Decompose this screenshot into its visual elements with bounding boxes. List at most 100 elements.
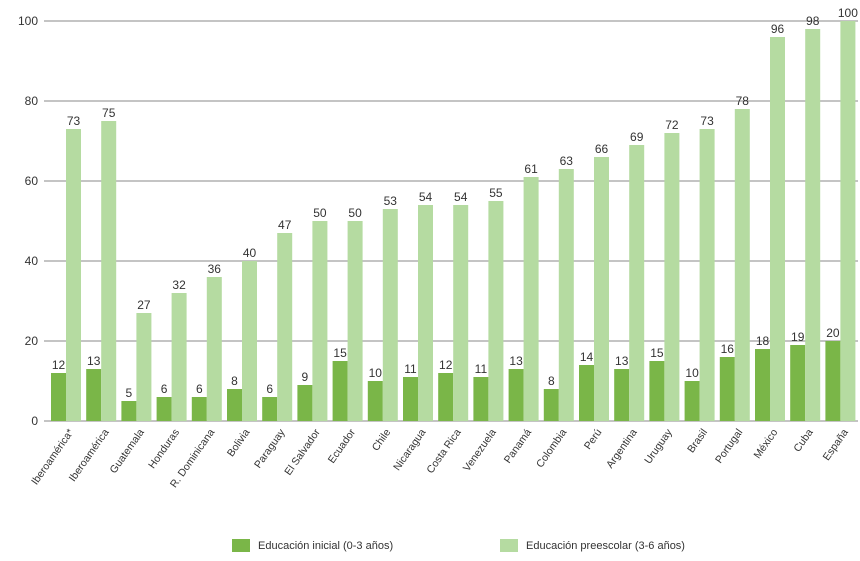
category-label: Guatemala	[108, 427, 147, 476]
bar-inicial	[473, 377, 489, 421]
data-label: 54	[454, 190, 468, 204]
bar-inicial	[614, 369, 630, 421]
category-label: Honduras	[146, 427, 182, 471]
category-label: Bolivia	[225, 427, 253, 459]
y-tick-label: 0	[31, 414, 38, 428]
data-labels: 1273137552763263684064795015501053115412…	[52, 6, 858, 400]
bar-inicial	[51, 373, 66, 421]
bar-preescolar	[699, 129, 715, 421]
bar-inicial	[438, 373, 454, 421]
bar-preescolar	[101, 121, 117, 421]
data-label: 66	[595, 142, 609, 156]
bar-preescolar	[734, 109, 750, 421]
legend-item-preescolar: Educación preescolar (3-6 años)	[500, 539, 685, 552]
bar-preescolar	[558, 169, 574, 421]
data-label: 11	[475, 362, 488, 376]
data-label: 5	[126, 386, 133, 400]
y-tick-label: 40	[25, 254, 39, 268]
data-label: 8	[548, 374, 555, 388]
data-label: 19	[791, 330, 805, 344]
bar-preescolar	[629, 145, 645, 421]
bar-inicial	[790, 345, 806, 421]
category-label: México	[752, 427, 781, 461]
category-label: Uruguay	[642, 426, 675, 466]
data-label: 12	[52, 358, 66, 372]
data-label: 15	[333, 346, 347, 360]
data-label: 12	[439, 358, 453, 372]
bar-preescolar	[840, 21, 856, 421]
bar-inicial	[755, 349, 770, 421]
category-label: Cuba	[791, 427, 815, 455]
bar-inicial	[86, 369, 102, 421]
data-label: 14	[580, 350, 594, 364]
bar-preescolar	[453, 205, 469, 421]
category-label: Chile	[370, 427, 394, 454]
bar-inicial	[332, 361, 348, 421]
data-label: 15	[650, 346, 664, 360]
bar-inicial	[684, 381, 700, 421]
data-label: 96	[771, 22, 785, 36]
y-tick-label: 100	[18, 14, 38, 28]
category-label: El Salvador	[282, 426, 323, 477]
data-label: 27	[137, 298, 151, 312]
data-label: 63	[560, 154, 574, 168]
data-label: 98	[806, 14, 820, 28]
data-label: 6	[266, 382, 273, 396]
category-label: Argentina	[604, 427, 640, 471]
category-label: Nicaragua	[391, 427, 428, 473]
data-label: 18	[756, 334, 770, 348]
bar-inicial	[297, 385, 313, 421]
data-label: 13	[87, 354, 101, 368]
category-label: Ecuador	[326, 426, 359, 465]
data-label: 13	[615, 354, 629, 368]
category-label: Costa Rica	[424, 427, 463, 476]
bar-preescolar	[312, 221, 328, 421]
data-label: 32	[172, 278, 186, 292]
data-label: 40	[243, 246, 257, 260]
data-label: 75	[102, 106, 116, 120]
bars	[51, 21, 856, 421]
bar-inicial	[227, 389, 242, 421]
data-label: 73	[67, 114, 81, 128]
data-label: 9	[302, 370, 309, 384]
data-label: 10	[685, 366, 699, 380]
data-label: 54	[419, 190, 433, 204]
bar-preescolar	[770, 37, 785, 421]
legend-label-preescolar: Educación preescolar (3-6 años)	[526, 539, 685, 552]
category-label: Venezuela	[461, 427, 499, 474]
data-label: 100	[838, 6, 858, 20]
data-label: 20	[826, 326, 840, 340]
data-label: 13	[509, 354, 523, 368]
data-label: 50	[313, 206, 327, 220]
bar-inicial	[649, 361, 665, 421]
bar-inicial	[403, 377, 418, 421]
bar-preescolar	[242, 261, 257, 421]
category-label: Perú	[582, 427, 605, 452]
bar-inicial	[508, 369, 524, 421]
bar-inicial	[825, 341, 841, 421]
legend-label-inicial: Educación inicial (0-3 años)	[258, 539, 394, 552]
category-label: Colombia	[534, 427, 569, 470]
bar-preescolar	[418, 205, 433, 421]
data-label: 78	[736, 94, 750, 108]
data-label: 55	[489, 186, 503, 200]
data-label: 11	[404, 362, 417, 376]
bar-preescolar	[171, 293, 187, 421]
legend-swatch-inicial	[232, 539, 250, 552]
y-tick-label: 20	[25, 334, 39, 348]
bar-preescolar	[805, 29, 821, 421]
data-label: 6	[196, 382, 203, 396]
y-tick-label: 80	[25, 94, 39, 108]
bar-inicial	[719, 357, 735, 421]
bar-preescolar	[382, 209, 398, 421]
bar-preescolar	[347, 221, 363, 421]
category-label: España	[821, 427, 851, 463]
data-label: 53	[384, 194, 398, 208]
bar-preescolar	[277, 233, 293, 421]
data-label: 47	[278, 218, 292, 232]
bar-inicial	[156, 397, 172, 421]
legend-item-inicial: Educación inicial (0-3 años)	[232, 539, 393, 552]
category-label: Paraguay	[252, 426, 288, 470]
